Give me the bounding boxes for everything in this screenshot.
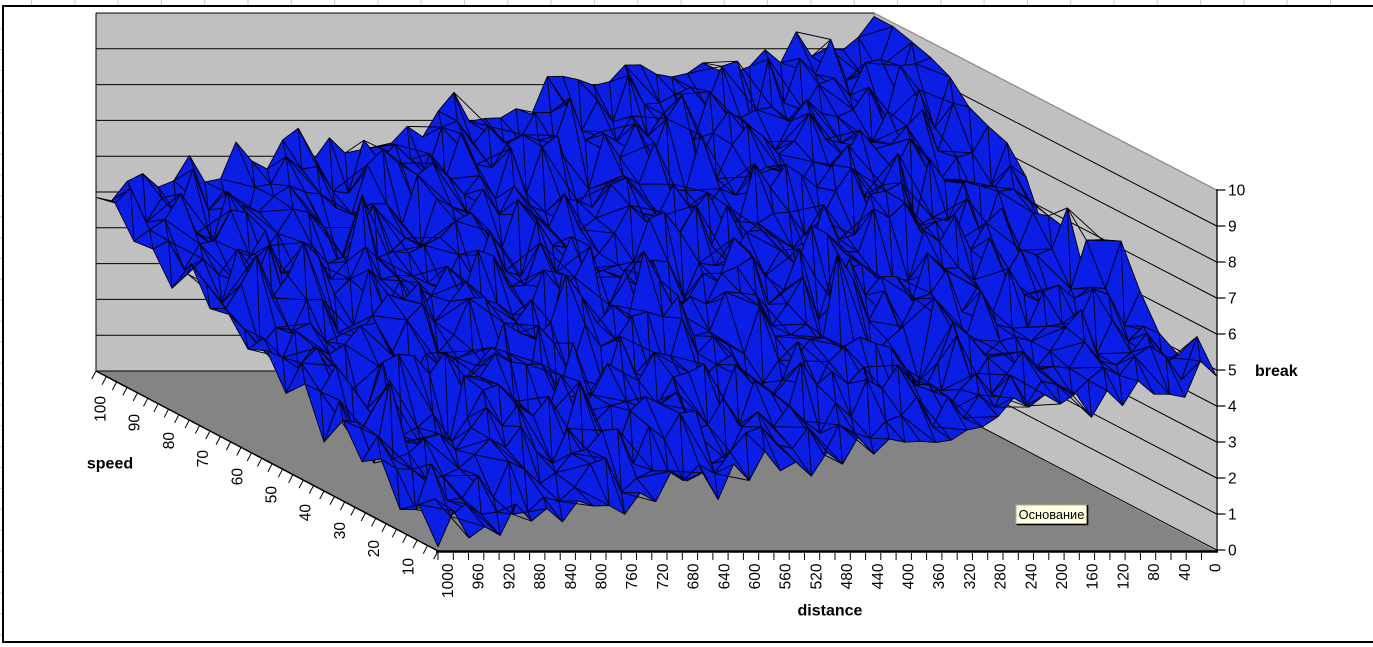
- svg-text:4: 4: [1228, 398, 1237, 415]
- svg-text:5: 5: [1228, 362, 1237, 379]
- svg-text:240: 240: [1023, 563, 1040, 589]
- svg-text:1000: 1000: [440, 563, 457, 598]
- svg-text:20: 20: [366, 540, 383, 558]
- svg-text:680: 680: [686, 563, 703, 589]
- svg-text:6: 6: [1228, 326, 1237, 343]
- svg-text:320: 320: [962, 563, 979, 589]
- svg-text:960: 960: [471, 563, 488, 589]
- svg-text:160: 160: [1085, 563, 1102, 589]
- svg-text:280: 280: [993, 563, 1010, 589]
- svg-text:3: 3: [1228, 434, 1237, 451]
- svg-text:120: 120: [1115, 563, 1132, 589]
- svg-text:880: 880: [532, 563, 549, 589]
- svg-text:80: 80: [161, 432, 178, 450]
- svg-text:60: 60: [229, 468, 246, 486]
- svg-text:200: 200: [1054, 563, 1071, 589]
- svg-text:70: 70: [195, 450, 212, 468]
- svg-text:520: 520: [808, 563, 825, 589]
- svg-text:40: 40: [298, 504, 315, 522]
- svg-text:640: 640: [716, 563, 733, 589]
- svg-text:40: 40: [1177, 563, 1194, 581]
- svg-text:400: 400: [901, 563, 918, 589]
- svg-text:8: 8: [1228, 254, 1237, 271]
- svg-text:Основание: Основание: [1019, 507, 1085, 522]
- svg-text:2: 2: [1228, 470, 1237, 487]
- svg-text:90: 90: [127, 414, 144, 432]
- svg-text:0: 0: [1228, 542, 1237, 559]
- svg-text:920: 920: [501, 563, 518, 589]
- svg-text:50: 50: [264, 486, 281, 504]
- svg-text:30: 30: [332, 522, 349, 540]
- svg-text:560: 560: [778, 563, 795, 589]
- svg-text:1: 1: [1228, 506, 1237, 523]
- svg-text:440: 440: [870, 563, 887, 589]
- svg-text:480: 480: [839, 563, 856, 589]
- svg-text:600: 600: [747, 563, 764, 589]
- svg-text:760: 760: [624, 563, 641, 589]
- svg-text:10: 10: [400, 558, 417, 576]
- svg-text:10: 10: [1228, 182, 1246, 199]
- svg-text:840: 840: [563, 563, 580, 589]
- svg-text:0: 0: [1208, 563, 1225, 572]
- svg-text:break: break: [1255, 363, 1298, 380]
- svg-text:speed: speed: [87, 456, 133, 473]
- svg-text:800: 800: [594, 563, 611, 589]
- svg-text:100: 100: [93, 396, 110, 422]
- svg-text:7: 7: [1228, 290, 1237, 307]
- svg-text:360: 360: [931, 563, 948, 589]
- svg-text:9: 9: [1228, 218, 1237, 235]
- svg-text:80: 80: [1146, 563, 1163, 581]
- svg-text:distance: distance: [798, 603, 863, 620]
- svg-text:720: 720: [655, 563, 672, 589]
